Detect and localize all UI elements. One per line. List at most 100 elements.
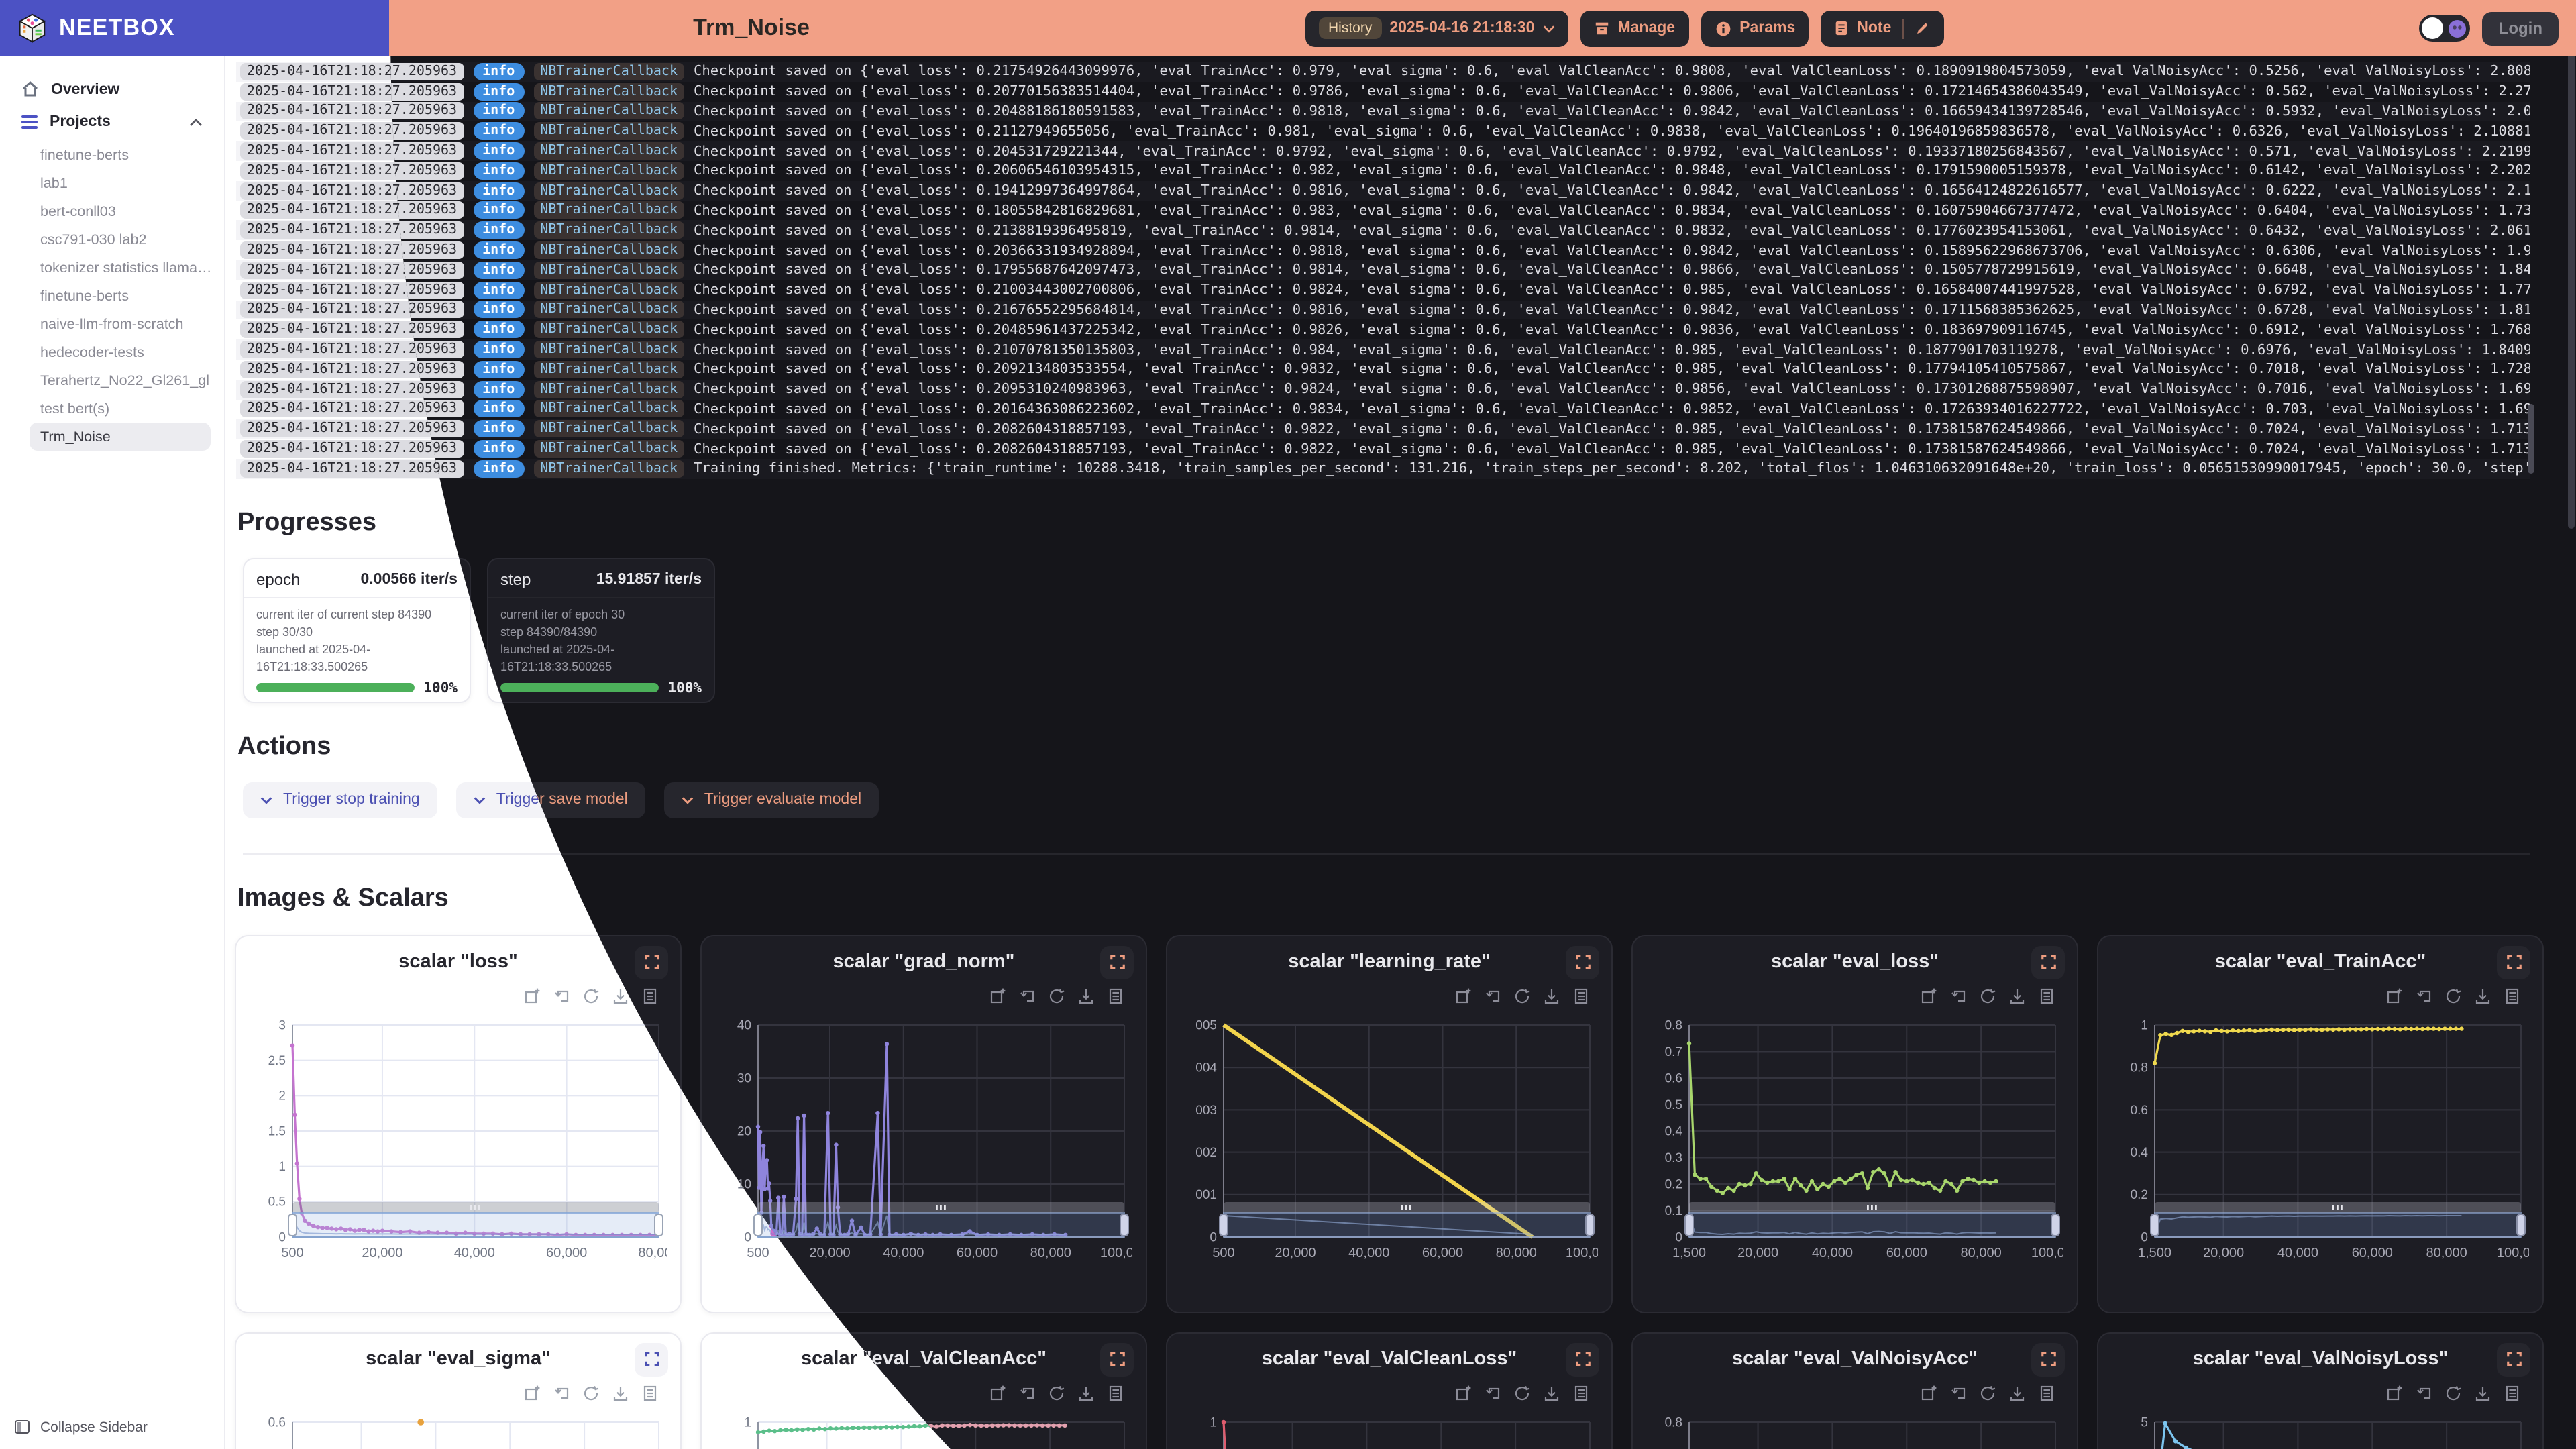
toolbox-download-icon[interactable] <box>2474 987 2491 1004</box>
chart-plot-learning_rate[interactable]: 0 001 002 003 004 005 500 20,000 40,000 60,000 80,… <box>1183 1011 1598 1277</box>
toolbox-zoom-icon[interactable] <box>1454 987 1472 1004</box>
expand-chart-button[interactable] <box>2497 945 2530 979</box>
toolbox-restore-icon[interactable] <box>1018 1384 1036 1401</box>
toolbox-download-icon[interactable] <box>612 987 629 1004</box>
toolbox-refresh-icon[interactable] <box>1513 987 1531 1004</box>
toolbox-dataview-icon[interactable] <box>641 987 659 1004</box>
log-console[interactable]: 2025-04-16T21:18:27.205963 info NBTrainerC… <box>390 62 2534 479</box>
toolbox-restore-icon[interactable] <box>2415 1384 2432 1401</box>
toolbox-refresh-icon[interactable] <box>1513 1384 1531 1401</box>
params-button[interactable]: Params <box>1701 10 1809 46</box>
edit-pencil-icon[interactable] <box>1914 20 1930 36</box>
toolbox-download-icon[interactable] <box>2008 1384 2026 1401</box>
toolbox-zoom-icon[interactable] <box>2385 1384 2403 1401</box>
chart-plot-loss[interactable]: 0 0.5 1 1.5 2 2.5 3 500 20,000 40,000 60,000 80,000 <box>252 1011 667 1277</box>
login-button[interactable]: Login <box>2482 11 2559 45</box>
sidebar-project-item[interactable]: finetune-berts <box>40 147 129 163</box>
sidebar-project-item[interactable]: hedecoder-tests <box>40 344 144 360</box>
toolbox-restore-icon[interactable] <box>553 987 570 1004</box>
datazoom-handle-right[interactable] <box>1585 1213 1595 1236</box>
sidebar-item-overview[interactable]: Overview <box>11 72 213 106</box>
toolbox-download-icon[interactable] <box>1543 1384 1560 1401</box>
toolbox-refresh-icon[interactable] <box>1048 987 1065 1004</box>
toolbox-download-icon[interactable] <box>1077 987 1095 1004</box>
manage-button[interactable]: Manage <box>1580 10 1689 46</box>
toolbox-zoom-icon[interactable] <box>1920 987 1937 1004</box>
datazoom-handle-right[interactable] <box>654 1213 663 1236</box>
toolbox-dataview-icon[interactable] <box>1572 987 1590 1004</box>
toolbox-zoom-icon[interactable] <box>523 987 541 1004</box>
toolbox-zoom-icon[interactable] <box>2385 987 2403 1004</box>
history-dropdown[interactable]: History 2025-04-16 21:18:30 <box>1305 10 1568 46</box>
toolbox-restore-icon[interactable] <box>553 1384 570 1401</box>
chart-plot-eval_sigma[interactable]: 00.10.20.30.40.50.61,50020,00040,00060,0… <box>252 1408 667 1449</box>
expand-chart-button[interactable] <box>1100 945 1134 979</box>
sidebar-project-item[interactable]: test bert(s) <box>40 400 110 417</box>
expand-chart-button[interactable] <box>2031 945 2065 979</box>
chart-plot-eval_loss[interactable]: 0 0.1 0.2 0.3 0.4 0.5 0.6 0.7 0.8 1,500 20,000 40,0… <box>1649 1011 2063 1277</box>
expand-chart-button[interactable] <box>635 945 668 979</box>
sidebar-project-item[interactable]: Trm_Noise <box>30 423 211 451</box>
expand-chart-button[interactable] <box>2497 1342 2530 1377</box>
collapse-sidebar-button[interactable]: Collapse Sidebar <box>13 1418 148 1436</box>
toolbox-zoom-icon[interactable] <box>989 987 1006 1004</box>
sidebar-item-projects[interactable]: Projects <box>11 106 213 138</box>
expand-chart-button[interactable] <box>2031 1342 2065 1377</box>
toolbox-dataview-icon[interactable] <box>1107 987 1124 1004</box>
sidebar-project-item[interactable]: finetune-berts <box>40 288 129 304</box>
toolbox-download-icon[interactable] <box>2474 1384 2491 1401</box>
toolbox-dataview-icon[interactable] <box>2038 1384 2055 1401</box>
toolbox-restore-icon[interactable] <box>1484 987 1501 1004</box>
log-scrollbar[interactable] <box>2528 403 2534 474</box>
chart-plot-eval_ValNoisyLoss[interactable]: 0123451,50020,00040,00060,00080,000100,0… <box>2114 1408 2529 1449</box>
toolbox-zoom-icon[interactable] <box>1454 1384 1472 1401</box>
chart-plot-eval_TrainAcc[interactable]: 0 0.2 0.4 0.6 0.8 1 1,500 20,000 40,000 60,000 80,… <box>2114 1011 2529 1277</box>
datazoom-handle-left[interactable] <box>1219 1213 1228 1236</box>
toolbox-restore-icon[interactable] <box>1018 987 1036 1004</box>
sidebar-project-item[interactable]: tokenizer statistics llama… <box>40 260 211 276</box>
toolbox-download-icon[interactable] <box>2008 987 2026 1004</box>
datazoom-handle-left[interactable] <box>753 1213 763 1236</box>
datazoom-handle-left[interactable] <box>1684 1213 1694 1236</box>
toolbox-zoom-icon[interactable] <box>989 1384 1006 1401</box>
toolbox-restore-icon[interactable] <box>1484 1384 1501 1401</box>
toolbox-refresh-icon[interactable] <box>2445 1384 2462 1401</box>
action-button-2[interactable]: Trigger evaluate model <box>663 782 879 818</box>
toolbox-dataview-icon[interactable] <box>1572 1384 1590 1401</box>
chart-plot-eval_ValNoisyAcc[interactable]: 0.30.40.50.60.70.81,50020,00040,00060,00… <box>1649 1408 2063 1449</box>
toolbox-dataview-icon[interactable] <box>2504 987 2521 1004</box>
toolbox-download-icon[interactable] <box>1543 987 1560 1004</box>
datazoom-handle-left[interactable] <box>288 1213 297 1236</box>
page-scrollbar[interactable] <box>2568 5 2575 529</box>
toolbox-refresh-icon[interactable] <box>582 1384 600 1401</box>
toolbox-refresh-icon[interactable] <box>1979 987 1996 1004</box>
toolbox-dataview-icon[interactable] <box>1107 1384 1124 1401</box>
toolbox-download-icon[interactable] <box>612 1384 629 1401</box>
toolbox-dataview-icon[interactable] <box>2038 987 2055 1004</box>
theme-toggle[interactable] <box>2419 15 2471 42</box>
toolbox-dataview-icon[interactable] <box>641 1384 659 1401</box>
datazoom-handle-left[interactable] <box>2150 1213 2159 1236</box>
datazoom-handle-right[interactable] <box>2051 1213 2060 1236</box>
toolbox-refresh-icon[interactable] <box>2445 987 2462 1004</box>
expand-chart-button[interactable] <box>1100 1342 1134 1377</box>
action-button-0[interactable]: Trigger stop training <box>243 782 437 818</box>
datazoom-band[interactable] <box>1223 1212 1591 1238</box>
toolbox-refresh-icon[interactable] <box>1979 1384 1996 1401</box>
toolbox-refresh-icon[interactable] <box>582 987 600 1004</box>
toolbox-dataview-icon[interactable] <box>2504 1384 2521 1401</box>
toolbox-refresh-icon[interactable] <box>1048 1384 1065 1401</box>
sidebar-project-item[interactable]: csc791-030 lab2 <box>40 231 147 248</box>
sidebar-project-item[interactable]: lab1 <box>40 175 68 191</box>
toolbox-restore-icon[interactable] <box>1949 987 1967 1004</box>
sidebar-project-item[interactable]: naive-llm-from-scratch <box>40 316 184 332</box>
sidebar-project-item[interactable]: Terahertz_No22_Gl261_gl… <box>40 372 211 388</box>
chart-plot-grad_norm[interactable]: 01020304050020,00040,00060,00080,000100,… <box>718 1011 1132 1277</box>
note-button[interactable]: Note <box>1821 10 1944 46</box>
toolbox-zoom-icon[interactable] <box>1920 1384 1937 1401</box>
datazoom-handle-right[interactable] <box>2516 1213 2526 1236</box>
toolbox-download-icon[interactable] <box>1077 1384 1095 1401</box>
toolbox-restore-icon[interactable] <box>2415 987 2432 1004</box>
expand-chart-button[interactable] <box>635 1342 668 1377</box>
expand-chart-button[interactable] <box>1566 945 1599 979</box>
